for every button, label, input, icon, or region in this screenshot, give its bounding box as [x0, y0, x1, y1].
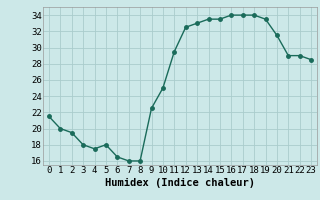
X-axis label: Humidex (Indice chaleur): Humidex (Indice chaleur)	[105, 178, 255, 188]
